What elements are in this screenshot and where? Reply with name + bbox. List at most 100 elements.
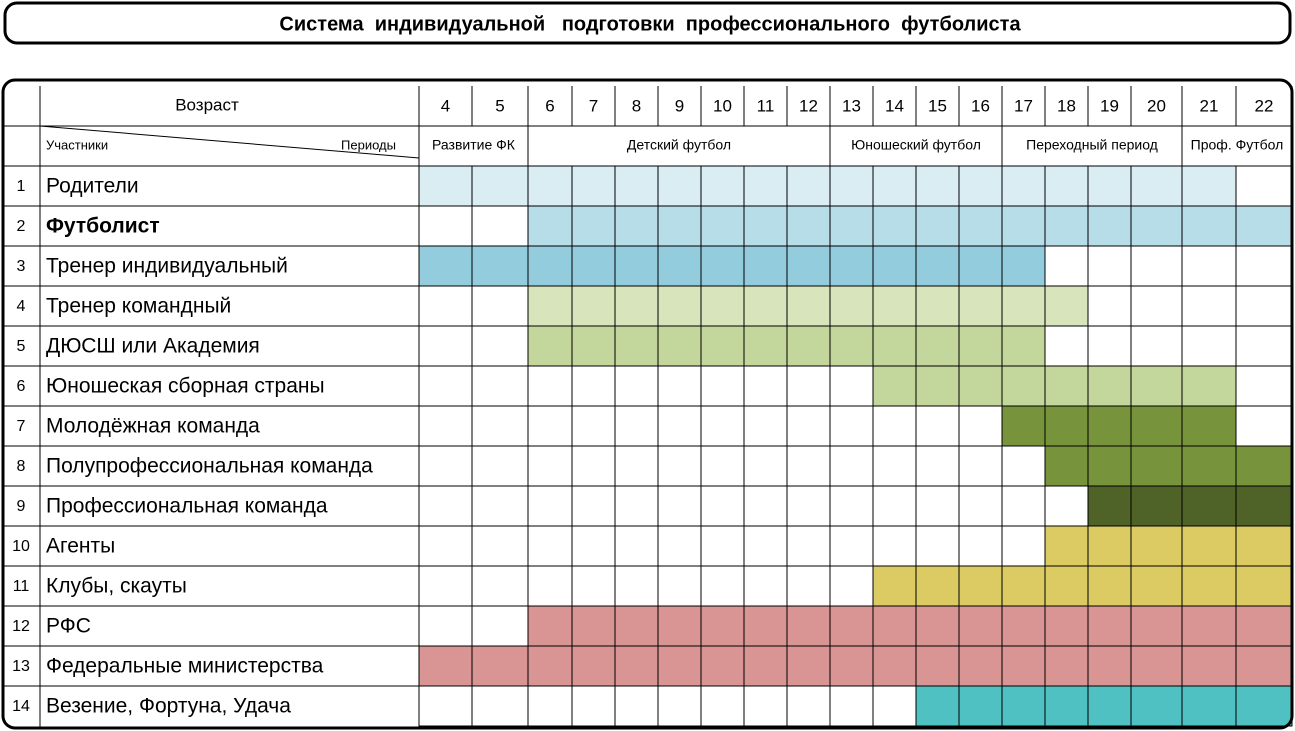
empty-cell [614, 485, 659, 527]
empty-cell [471, 325, 529, 367]
age-label: 7 [589, 96, 598, 115]
filled-cell [418, 165, 473, 207]
filled-cell [743, 605, 788, 647]
filled-cell [527, 605, 573, 647]
empty-cell [829, 685, 874, 727]
filled-cell [614, 205, 659, 247]
row-name: Тренер индивидуальный [46, 255, 288, 278]
empty-cell [418, 565, 473, 607]
empty-cell [614, 565, 659, 607]
filled-cell [1087, 205, 1132, 247]
empty-cell [1044, 325, 1089, 367]
filled-cell [743, 645, 788, 687]
empty-cell [700, 525, 745, 567]
filled-cell [743, 285, 788, 327]
row-number: 6 [17, 378, 26, 395]
age-label: 4 [441, 96, 450, 115]
filled-cell [657, 325, 702, 367]
filled-cell [1001, 405, 1046, 447]
empty-cell [743, 445, 788, 487]
filled-cell [872, 165, 917, 207]
filled-cell [958, 605, 1003, 647]
period-label: Детский футбол [627, 137, 731, 153]
filled-cell [657, 605, 702, 647]
row-number: 4 [17, 298, 26, 315]
empty-cell [471, 205, 529, 247]
empty-cell [471, 525, 529, 567]
filled-cell [829, 325, 874, 367]
empty-cell [786, 525, 831, 567]
empty-cell [527, 405, 573, 447]
filled-cell [1087, 405, 1132, 447]
filled-cell [786, 285, 831, 327]
filled-cell [657, 645, 702, 687]
empty-cell [829, 405, 874, 447]
filled-cell [1087, 445, 1132, 487]
empty-cell [614, 405, 659, 447]
age-label: 21 [1200, 96, 1219, 115]
age-label: 5 [495, 96, 504, 115]
filled-cell [1087, 365, 1132, 407]
filled-cell [786, 205, 831, 247]
row-name: Тренер командный [46, 295, 231, 318]
filled-cell [915, 205, 960, 247]
empty-cell [915, 485, 960, 527]
period-label: Развитие ФК [432, 137, 516, 153]
empty-cell [657, 565, 702, 607]
filled-cell [571, 285, 616, 327]
filled-cell [1044, 365, 1089, 407]
filled-cell [700, 205, 745, 247]
filled-cell [1181, 685, 1237, 727]
empty-cell [657, 365, 702, 407]
row-number: 9 [17, 498, 26, 515]
empty-cell [657, 485, 702, 527]
filled-cell [958, 565, 1003, 607]
filled-cell [1235, 605, 1293, 647]
age-label: 16 [971, 96, 990, 115]
age-label: 18 [1057, 96, 1076, 115]
filled-cell [657, 165, 702, 207]
filled-cell [1044, 445, 1089, 487]
filled-cell [958, 205, 1003, 247]
filled-cell [743, 245, 788, 287]
filled-cell [1130, 205, 1183, 247]
filled-cell [614, 285, 659, 327]
filled-cell [1130, 525, 1183, 567]
filled-cell [1181, 605, 1237, 647]
empty-cell [527, 565, 573, 607]
filled-cell [1044, 165, 1089, 207]
filled-cell [1181, 485, 1237, 527]
filled-cell [1130, 645, 1183, 687]
empty-cell [527, 365, 573, 407]
row-name: Полупрофессиональная команда [46, 455, 373, 478]
empty-cell [829, 525, 874, 567]
empty-cell [1130, 325, 1183, 367]
filled-cell [700, 285, 745, 327]
empty-cell [1130, 245, 1183, 287]
empty-cell [527, 685, 573, 727]
empty-cell [700, 565, 745, 607]
filled-cell [1130, 685, 1183, 727]
filled-cell [1001, 685, 1046, 727]
empty-cell [471, 285, 529, 327]
empty-cell [915, 405, 960, 447]
empty-cell [786, 445, 831, 487]
empty-cell [829, 445, 874, 487]
empty-cell [471, 485, 529, 527]
empty-cell [527, 485, 573, 527]
filled-cell [743, 325, 788, 367]
filled-cell [614, 645, 659, 687]
filled-cell [527, 245, 573, 287]
filled-cell [527, 285, 573, 327]
empty-cell [471, 605, 529, 647]
filled-cell [571, 205, 616, 247]
row-name: РФС [46, 615, 91, 638]
filled-cell [958, 365, 1003, 407]
filled-cell [915, 685, 960, 727]
filled-cell [958, 325, 1003, 367]
row-name: Профессиональная команда [46, 495, 328, 518]
empty-cell [1235, 285, 1293, 327]
filled-cell [1087, 525, 1132, 567]
filled-cell [786, 165, 831, 207]
row-name: ДЮСШ или Академия [46, 335, 260, 358]
